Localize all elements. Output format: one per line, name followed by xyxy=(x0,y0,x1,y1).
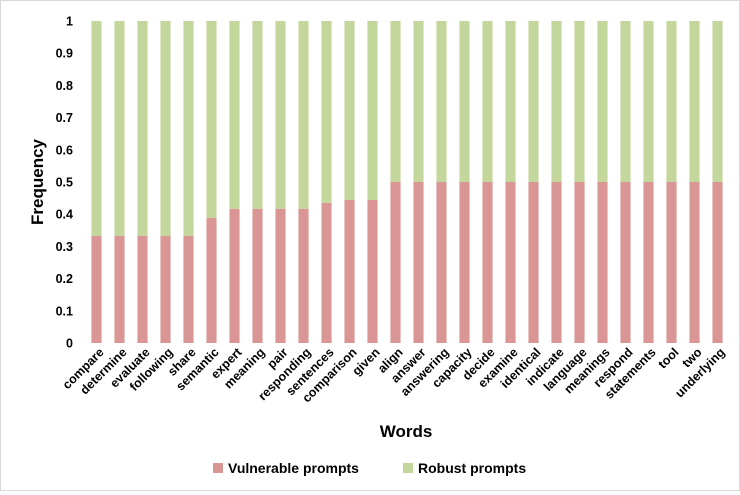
robust-bar-determine xyxy=(114,21,125,236)
robust-bar-underlying xyxy=(712,21,723,182)
robust-bar-answering xyxy=(436,21,447,182)
vulnerable-bar-meaning xyxy=(252,208,263,343)
vulnerable-bar-tool xyxy=(666,182,677,343)
robust-bar-capacity xyxy=(459,21,470,182)
x-tick-label: tool xyxy=(656,345,682,371)
robust-bar-statements xyxy=(643,21,654,182)
vulnerable-bar-answer xyxy=(413,182,424,343)
vulnerable-bar-semantic xyxy=(206,217,217,343)
legend: Vulnerable prompts Robust prompts xyxy=(213,460,526,476)
vulnerable-bar-decide xyxy=(482,182,493,343)
vulnerable-bar-pair xyxy=(275,208,286,343)
robust-bar-meaning xyxy=(252,21,263,209)
vulnerable-bar-responding xyxy=(298,208,309,343)
vulnerable-bar-statements xyxy=(643,182,654,343)
robust-bar-language xyxy=(574,21,585,182)
robust-bar-responding xyxy=(298,21,309,209)
legend-vulnerable-swatch xyxy=(213,463,223,473)
y-tick-label: 0.6 xyxy=(56,143,73,157)
y-tick-label: 0.9 xyxy=(56,47,73,61)
y-tick-label: 0.8 xyxy=(56,79,73,93)
vulnerable-bar-language xyxy=(574,182,585,343)
vulnerable-bar-underlying xyxy=(712,182,723,343)
robust-bar-expert xyxy=(229,21,240,209)
vulnerable-bar-two xyxy=(689,182,700,343)
vulnerable-bar-identical xyxy=(528,182,539,343)
robust-bar-sentences xyxy=(321,21,332,203)
y-tick-label: 0 xyxy=(66,337,73,351)
vulnerable-bar-sentences xyxy=(321,202,332,343)
vulnerable-bar-following xyxy=(160,235,171,343)
vulnerable-bar-answering xyxy=(436,182,447,343)
y-tick-label: 0.4 xyxy=(56,208,73,222)
robust-bar-examine xyxy=(505,21,516,182)
y-tick-label: 0.7 xyxy=(56,111,73,125)
robust-bar-compare xyxy=(91,21,102,236)
vulnerable-bar-capacity xyxy=(459,182,470,343)
robust-bar-meanings xyxy=(597,21,608,182)
robust-bar-pair xyxy=(275,21,286,209)
y-axis-ticks: 0 0.1 0.2 0.3 0.4 0.5 0.6 0.7 0.8 0.9 1 xyxy=(56,15,73,351)
robust-bar-following xyxy=(160,21,171,236)
vulnerable-bar-compare xyxy=(91,235,102,343)
robust-bar-evaluate xyxy=(137,21,148,236)
vulnerable-bar-evaluate xyxy=(137,235,148,343)
robust-bar-align xyxy=(390,21,401,182)
robust-bar-indicate xyxy=(551,21,562,182)
vulnerable-bar-share xyxy=(183,235,194,343)
robust-bar-given xyxy=(367,21,378,201)
y-tick-label: 1 xyxy=(66,15,73,29)
legend-robust-swatch xyxy=(403,463,413,473)
vulnerable-bar-given xyxy=(367,200,378,343)
vulnerable-bar-examine xyxy=(505,182,516,343)
vulnerable-bar-comparison xyxy=(344,200,355,343)
vulnerable-bar-align xyxy=(390,182,401,343)
vulnerable-bar-indicate xyxy=(551,182,562,343)
vulnerable-bar-meanings xyxy=(597,182,608,343)
vulnerable-bar-determine xyxy=(114,235,125,343)
robust-bar-semantic xyxy=(206,21,217,218)
legend-robust-label: Robust prompts xyxy=(418,460,526,476)
robust-bar-identical xyxy=(528,21,539,182)
robust-bar-decide xyxy=(482,21,493,182)
vulnerable-bar-respond xyxy=(620,182,631,343)
robust-bar-two xyxy=(689,21,700,182)
y-tick-label: 0.3 xyxy=(56,240,73,254)
robust-bar-share xyxy=(183,21,194,236)
plot-area xyxy=(91,21,723,343)
y-axis-title: Frequency xyxy=(28,138,47,225)
robust-bar-answer xyxy=(413,21,424,182)
vulnerable-bar-expert xyxy=(229,208,240,343)
y-tick-label: 0.1 xyxy=(56,304,73,318)
robust-bar-comparison xyxy=(344,21,355,201)
x-axis-title: Words xyxy=(380,422,433,441)
robust-bar-tool xyxy=(666,21,677,182)
robust-bar-respond xyxy=(620,21,631,182)
y-tick-label: 0.5 xyxy=(56,176,73,190)
y-tick-label: 0.2 xyxy=(56,272,73,286)
x-axis-ticks: comparedetermineevaluatefollowingsharese… xyxy=(60,345,728,406)
legend-vulnerable-label: Vulnerable prompts xyxy=(228,460,359,476)
